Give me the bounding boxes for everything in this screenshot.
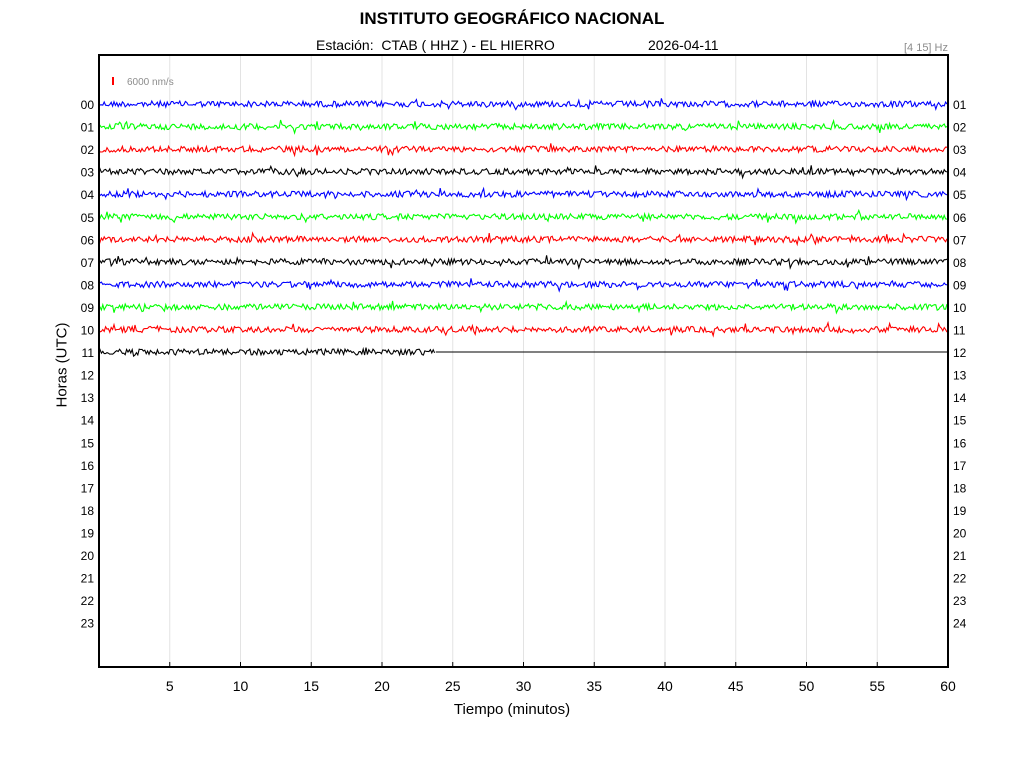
hour-label-left: 00	[81, 98, 95, 112]
hour-label-left: 13	[81, 391, 95, 405]
frequency-band-label: [4 15] Hz	[903, 42, 948, 54]
hour-label-left: 20	[81, 549, 95, 563]
hour-label-right: 18	[953, 481, 967, 495]
hour-label-right: 24	[953, 617, 967, 631]
hour-label-right: 04	[953, 166, 967, 180]
chart-title: INSTITUTO GEOGRÁFICO NACIONAL	[359, 9, 665, 28]
x-tick-label: 10	[233, 678, 249, 694]
hour-label-left: 12	[81, 369, 95, 383]
hour-label-right: 09	[953, 278, 967, 292]
hour-label-right: 23	[953, 594, 967, 608]
hour-label-right: 10	[953, 301, 967, 315]
hour-label-right: 15	[953, 414, 967, 428]
hour-label-right: 14	[953, 391, 967, 405]
x-tick-label: 55	[869, 678, 885, 694]
hour-label-left: 02	[81, 143, 95, 157]
hour-label-left: 10	[81, 324, 95, 338]
hour-label-right: 01	[953, 98, 967, 112]
seismic-trace-hour-06	[98, 231, 948, 247]
hour-label-left: 11	[82, 346, 95, 360]
hour-label-left: 01	[81, 121, 95, 135]
hour-label-right: 22	[953, 572, 967, 586]
hour-label-left: 08	[81, 278, 95, 292]
hour-label-left: 04	[81, 188, 95, 202]
seismic-trace-hour-04	[98, 186, 948, 202]
hour-label-right: 06	[953, 211, 967, 225]
hour-label-right: 13	[953, 369, 967, 383]
seismic-trace-hour-02	[98, 143, 948, 158]
hour-label-right: 20	[953, 526, 967, 540]
x-tick-label: 60	[940, 678, 956, 694]
seismic-trace-hour-11	[98, 346, 436, 358]
x-tick-label: 30	[516, 678, 532, 694]
hour-label-right: 03	[953, 143, 967, 157]
hour-label-left: 23	[81, 617, 95, 631]
seismic-trace-hour-03	[98, 164, 948, 180]
seismic-trace-hour-05	[98, 208, 948, 225]
hour-label-right: 12	[953, 346, 967, 360]
x-tick-label: 45	[728, 678, 744, 694]
x-tick-label: 35	[586, 678, 602, 694]
hour-label-left: 09	[81, 301, 95, 315]
seismic-trace-hour-00	[98, 98, 948, 111]
scale-bar-label: 6000 nm/s	[127, 77, 174, 88]
hour-label-right: 07	[953, 233, 967, 247]
hour-label-left: 22	[81, 594, 95, 608]
hour-label-left: 18	[81, 504, 95, 518]
hour-label-right: 16	[953, 436, 967, 450]
hour-label-right: 05	[953, 188, 967, 202]
seismic-trace-hour-10	[98, 320, 948, 338]
hour-label-left: 21	[81, 572, 95, 586]
plot-frame	[98, 54, 949, 668]
hour-label-left: 07	[81, 256, 95, 270]
station-label: Estación: CTAB ( HHZ ) - EL HIERRO	[316, 37, 555, 53]
hour-label-left: 14	[81, 414, 95, 428]
seismic-trace-hour-01	[98, 118, 948, 135]
hour-label-left: 03	[81, 166, 95, 180]
hour-label-right: 11	[953, 324, 966, 338]
seismic-trace-hour-07	[98, 255, 948, 270]
date-label: 2026-04-11	[648, 37, 719, 53]
x-tick-label: 20	[374, 678, 390, 694]
x-tick-label: 50	[799, 678, 815, 694]
hour-label-left: 15	[81, 436, 95, 450]
hour-label-left: 19	[81, 526, 95, 540]
hour-label-left: 06	[81, 233, 95, 247]
x-axis-label: Tiempo (minutos)	[453, 701, 571, 718]
hour-label-left: 16	[81, 459, 95, 473]
x-tick-label: 5	[166, 678, 174, 694]
x-tick-label: 25	[445, 678, 461, 694]
seismic-trace-hour-08	[98, 278, 948, 293]
hour-label-right: 17	[953, 459, 967, 473]
hour-label-left: 05	[81, 211, 95, 225]
hour-label-right: 02	[953, 121, 967, 135]
hour-label-right: 21	[953, 549, 967, 563]
hour-label-left: 17	[81, 481, 95, 495]
x-tick-label: 40	[657, 678, 673, 694]
seismic-trace-hour-09	[98, 299, 948, 315]
x-tick-label: 15	[303, 678, 319, 694]
hour-label-right: 19	[953, 504, 967, 518]
hour-label-right: 08	[953, 256, 967, 270]
